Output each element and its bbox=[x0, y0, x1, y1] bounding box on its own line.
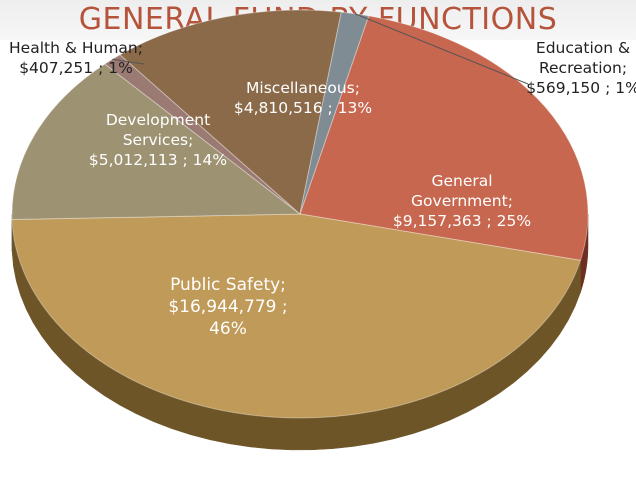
label-general-government: General Government; $9,157,363 ; 25% bbox=[393, 172, 531, 230]
label-line: Development bbox=[106, 111, 210, 129]
label-line: Health & Human; bbox=[9, 39, 143, 57]
label-line: Education & bbox=[536, 39, 630, 57]
label-line: General bbox=[431, 172, 492, 190]
label-line: $16,944,779 ; bbox=[168, 297, 287, 317]
pie-slices bbox=[11, 9, 589, 419]
label-line: Services; bbox=[123, 131, 194, 149]
slice-miscellaneous bbox=[119, 9, 342, 215]
label-public-safety: Public Safety; $16,944,779 ; 46% bbox=[168, 275, 287, 339]
leader-education-recreation bbox=[354, 13, 529, 85]
label-line: $4,810,516 ; 13% bbox=[234, 99, 372, 117]
label-development-services: Development Services; $5,012,113 ; 14% bbox=[89, 111, 227, 169]
label-line: Miscellaneous; bbox=[246, 79, 360, 97]
label-line: Recreation; bbox=[539, 59, 627, 77]
label-education-recreation: Education & Recreation; $569,150 ; 1% bbox=[526, 39, 636, 97]
leader-health-human bbox=[112, 58, 145, 65]
label-miscellaneous: Miscellaneous; $4,810,516 ; 13% bbox=[234, 79, 372, 117]
label-line: 46% bbox=[209, 319, 247, 339]
label-line: $5,012,113 ; 14% bbox=[89, 151, 227, 169]
slice-general-government bbox=[299, 15, 589, 261]
label-line: $569,150 ; 1% bbox=[526, 79, 636, 97]
label-line: $407,251 ; 1% bbox=[19, 59, 133, 77]
slice-public-safety bbox=[11, 213, 582, 419]
label-health-human: Health & Human; $407,251 ; 1% bbox=[9, 39, 143, 77]
slice-health-human bbox=[103, 54, 301, 215]
slice-labels: General Government; $9,157,363 ; 25% Public… bbox=[9, 39, 636, 339]
slice-development-services bbox=[11, 63, 302, 221]
leader-lines bbox=[112, 13, 529, 85]
label-line: $9,157,363 ; 25% bbox=[393, 212, 531, 230]
label-line: Public Safety; bbox=[170, 275, 286, 295]
label-line: Government; bbox=[411, 192, 513, 210]
